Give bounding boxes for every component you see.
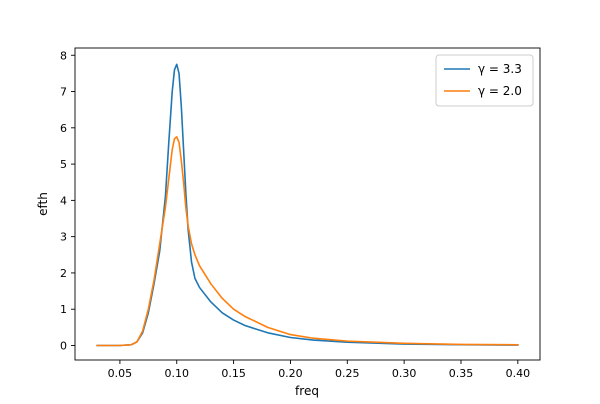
legend: γ = 3.3 γ = 2.0 [435,54,534,107]
y-tick-label: 5 [60,158,67,171]
legend-label-2: γ = 2.0 [478,84,522,98]
x-tick-label: 0.10 [165,367,190,380]
x-tick-label: 0.25 [335,367,360,380]
plot-area [74,47,541,361]
legend-label-1: γ = 3.3 [478,62,522,76]
x-tick-label: 0.40 [506,367,531,380]
x-tick-label: 0.15 [221,367,246,380]
y-tick-label: 0 [60,339,67,352]
series-line-2 [96,136,519,347]
y-axis-label: efth [36,192,50,216]
y-tick-label: 4 [60,194,67,207]
x-axis-ticks: 0.05 0.10 0.15 0.20 0.25 0.30 0.35 0.40 [108,360,530,380]
x-tick-label: 0.30 [392,367,417,380]
x-axis-label: freq [295,384,319,398]
y-tick-label: 6 [60,122,67,135]
axes-frame [74,47,541,361]
x-tick-label: 0.05 [108,367,133,380]
y-tick-label: 7 [60,86,67,99]
y-tick-label: 2 [60,267,67,280]
y-axis-ticks: 0 1 2 3 4 5 6 7 8 [60,49,75,352]
y-tick-label: 1 [60,303,67,316]
y-tick-label: 8 [60,49,67,62]
legend-box [435,54,534,107]
x-tick-label: 0.35 [449,367,474,380]
y-tick-label: 3 [60,231,67,244]
x-tick-label: 0.20 [278,367,303,380]
